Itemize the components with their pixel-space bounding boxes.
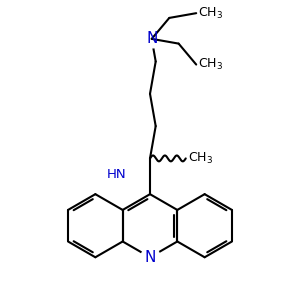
Text: HN: HN: [107, 168, 127, 181]
Text: N: N: [144, 250, 156, 265]
Text: CH$_3$: CH$_3$: [188, 151, 213, 166]
Text: CH$_3$: CH$_3$: [198, 6, 224, 21]
Text: CH$_3$: CH$_3$: [198, 57, 224, 72]
Text: N: N: [146, 32, 158, 46]
